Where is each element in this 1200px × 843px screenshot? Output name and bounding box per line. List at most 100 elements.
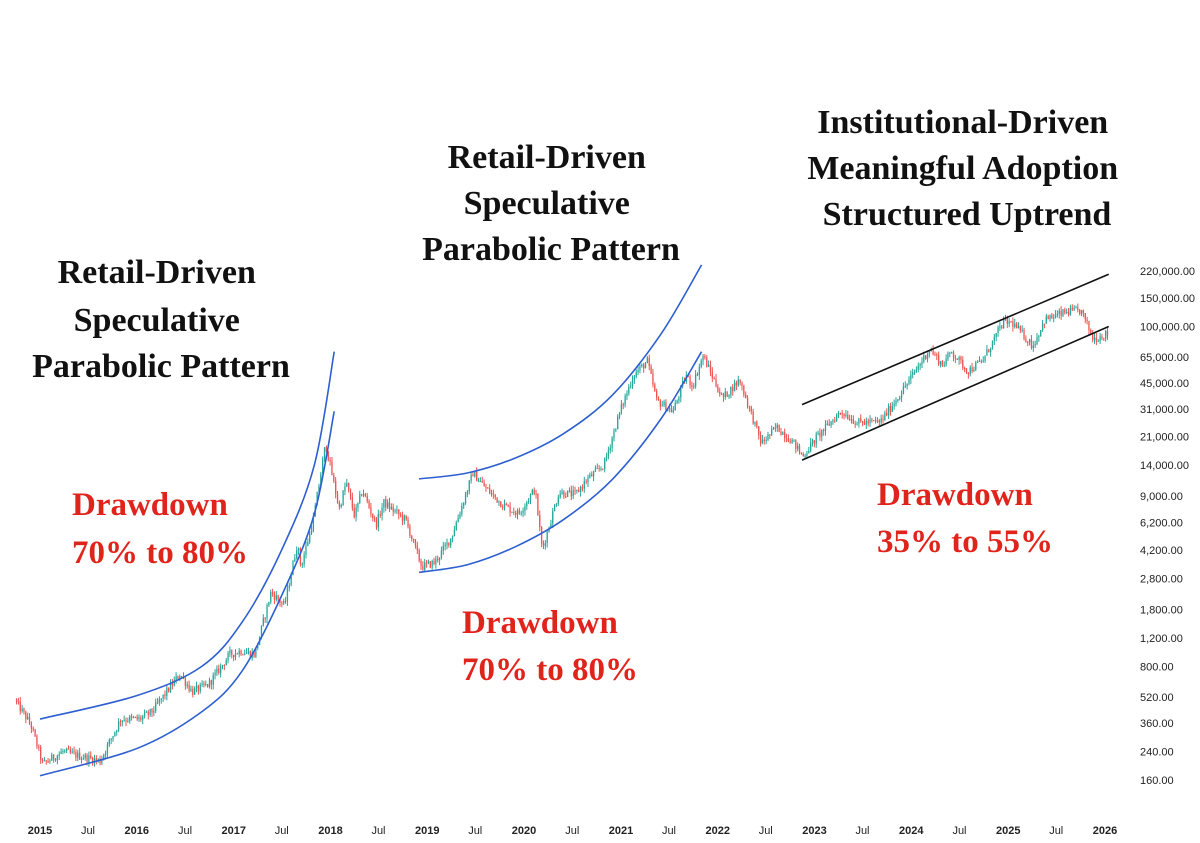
candle	[709, 360, 712, 377]
candle	[190, 685, 192, 693]
candle	[496, 497, 498, 504]
candle	[576, 489, 578, 494]
candle	[281, 600, 283, 608]
candle	[121, 720, 123, 727]
candle	[212, 672, 214, 690]
candle	[1049, 314, 1051, 322]
candle	[1084, 312, 1086, 324]
candle	[95, 755, 97, 765]
candle	[559, 490, 561, 499]
candle	[364, 493, 367, 498]
candle	[171, 678, 174, 690]
candle	[810, 437, 812, 453]
candle	[758, 425, 760, 440]
candle	[438, 557, 441, 566]
candle	[142, 714, 144, 725]
candle	[106, 741, 109, 758]
candle	[520, 510, 522, 516]
candle	[43, 756, 46, 762]
candle	[205, 680, 207, 687]
candle	[236, 652, 238, 655]
candle	[776, 422, 778, 432]
candle	[1023, 327, 1025, 341]
cycle1-title-line3: Parabolic Pattern	[32, 348, 290, 385]
candle	[989, 347, 992, 357]
candle	[934, 351, 936, 357]
candle	[1069, 304, 1072, 316]
candle	[1054, 310, 1057, 319]
x-tick-label: 2020	[512, 825, 536, 837]
candle	[119, 719, 122, 727]
candle	[1080, 309, 1083, 317]
candle	[164, 690, 166, 700]
candle	[624, 393, 626, 408]
candle	[225, 658, 227, 666]
candle	[707, 360, 710, 368]
candle	[399, 512, 402, 518]
candle	[442, 541, 444, 555]
candle	[270, 589, 272, 605]
candle	[375, 517, 378, 530]
cycle1-drawdown-line2: 70% to 80%	[72, 535, 248, 571]
candle	[401, 511, 404, 526]
candle	[650, 364, 652, 375]
candle	[936, 352, 938, 361]
y-tick-label: 65,000.00	[1140, 352, 1189, 364]
candle	[835, 413, 838, 422]
candle	[887, 403, 890, 419]
candle	[218, 664, 220, 675]
candle	[537, 493, 539, 516]
candle	[765, 436, 767, 445]
candle	[910, 370, 912, 385]
candle	[975, 360, 977, 372]
candle	[132, 715, 135, 719]
candle	[418, 548, 420, 563]
candle	[344, 482, 346, 496]
candle	[993, 333, 995, 345]
candle	[782, 431, 784, 435]
candle	[227, 651, 229, 664]
candle	[676, 399, 678, 405]
candle	[1099, 332, 1101, 344]
candle	[335, 477, 337, 499]
candle	[271, 588, 274, 597]
cycle2-title-line2: Speculative	[464, 185, 630, 222]
x-tick-label: Jul	[371, 825, 385, 837]
candle	[379, 510, 381, 519]
x-tick-label: Jul	[275, 825, 289, 837]
candle	[711, 367, 713, 383]
x-tick-label: Jul	[178, 825, 192, 837]
candle	[392, 503, 394, 517]
candle	[626, 390, 628, 400]
candle	[802, 452, 804, 457]
cycle2-title-line1: Retail-Driven	[448, 139, 646, 176]
candle	[514, 510, 517, 518]
candle	[477, 477, 480, 483]
candle	[56, 754, 59, 765]
candle	[915, 366, 918, 373]
candle	[505, 502, 508, 506]
candle	[552, 507, 554, 529]
candle	[587, 474, 589, 488]
candle	[696, 372, 699, 377]
candle	[1062, 308, 1064, 318]
candle	[811, 438, 814, 447]
candle	[388, 497, 391, 513]
candle	[327, 450, 329, 462]
candle	[275, 591, 277, 602]
candle	[1019, 325, 1021, 334]
candle	[967, 372, 970, 379]
candle	[450, 538, 452, 548]
candle	[617, 414, 619, 430]
candle	[329, 457, 331, 466]
candle	[579, 485, 582, 497]
y-axis: 160.00 240.00 360.00 520.00 800.00 1,200.00 1,…	[1140, 266, 1195, 787]
candle	[49, 758, 51, 764]
candle	[169, 679, 172, 693]
candle	[724, 387, 726, 400]
candle	[36, 734, 38, 750]
candle	[333, 472, 335, 484]
overlay-layer	[39, 264, 1110, 777]
candle	[1032, 340, 1034, 352]
x-tick-label: 2022	[706, 825, 730, 837]
